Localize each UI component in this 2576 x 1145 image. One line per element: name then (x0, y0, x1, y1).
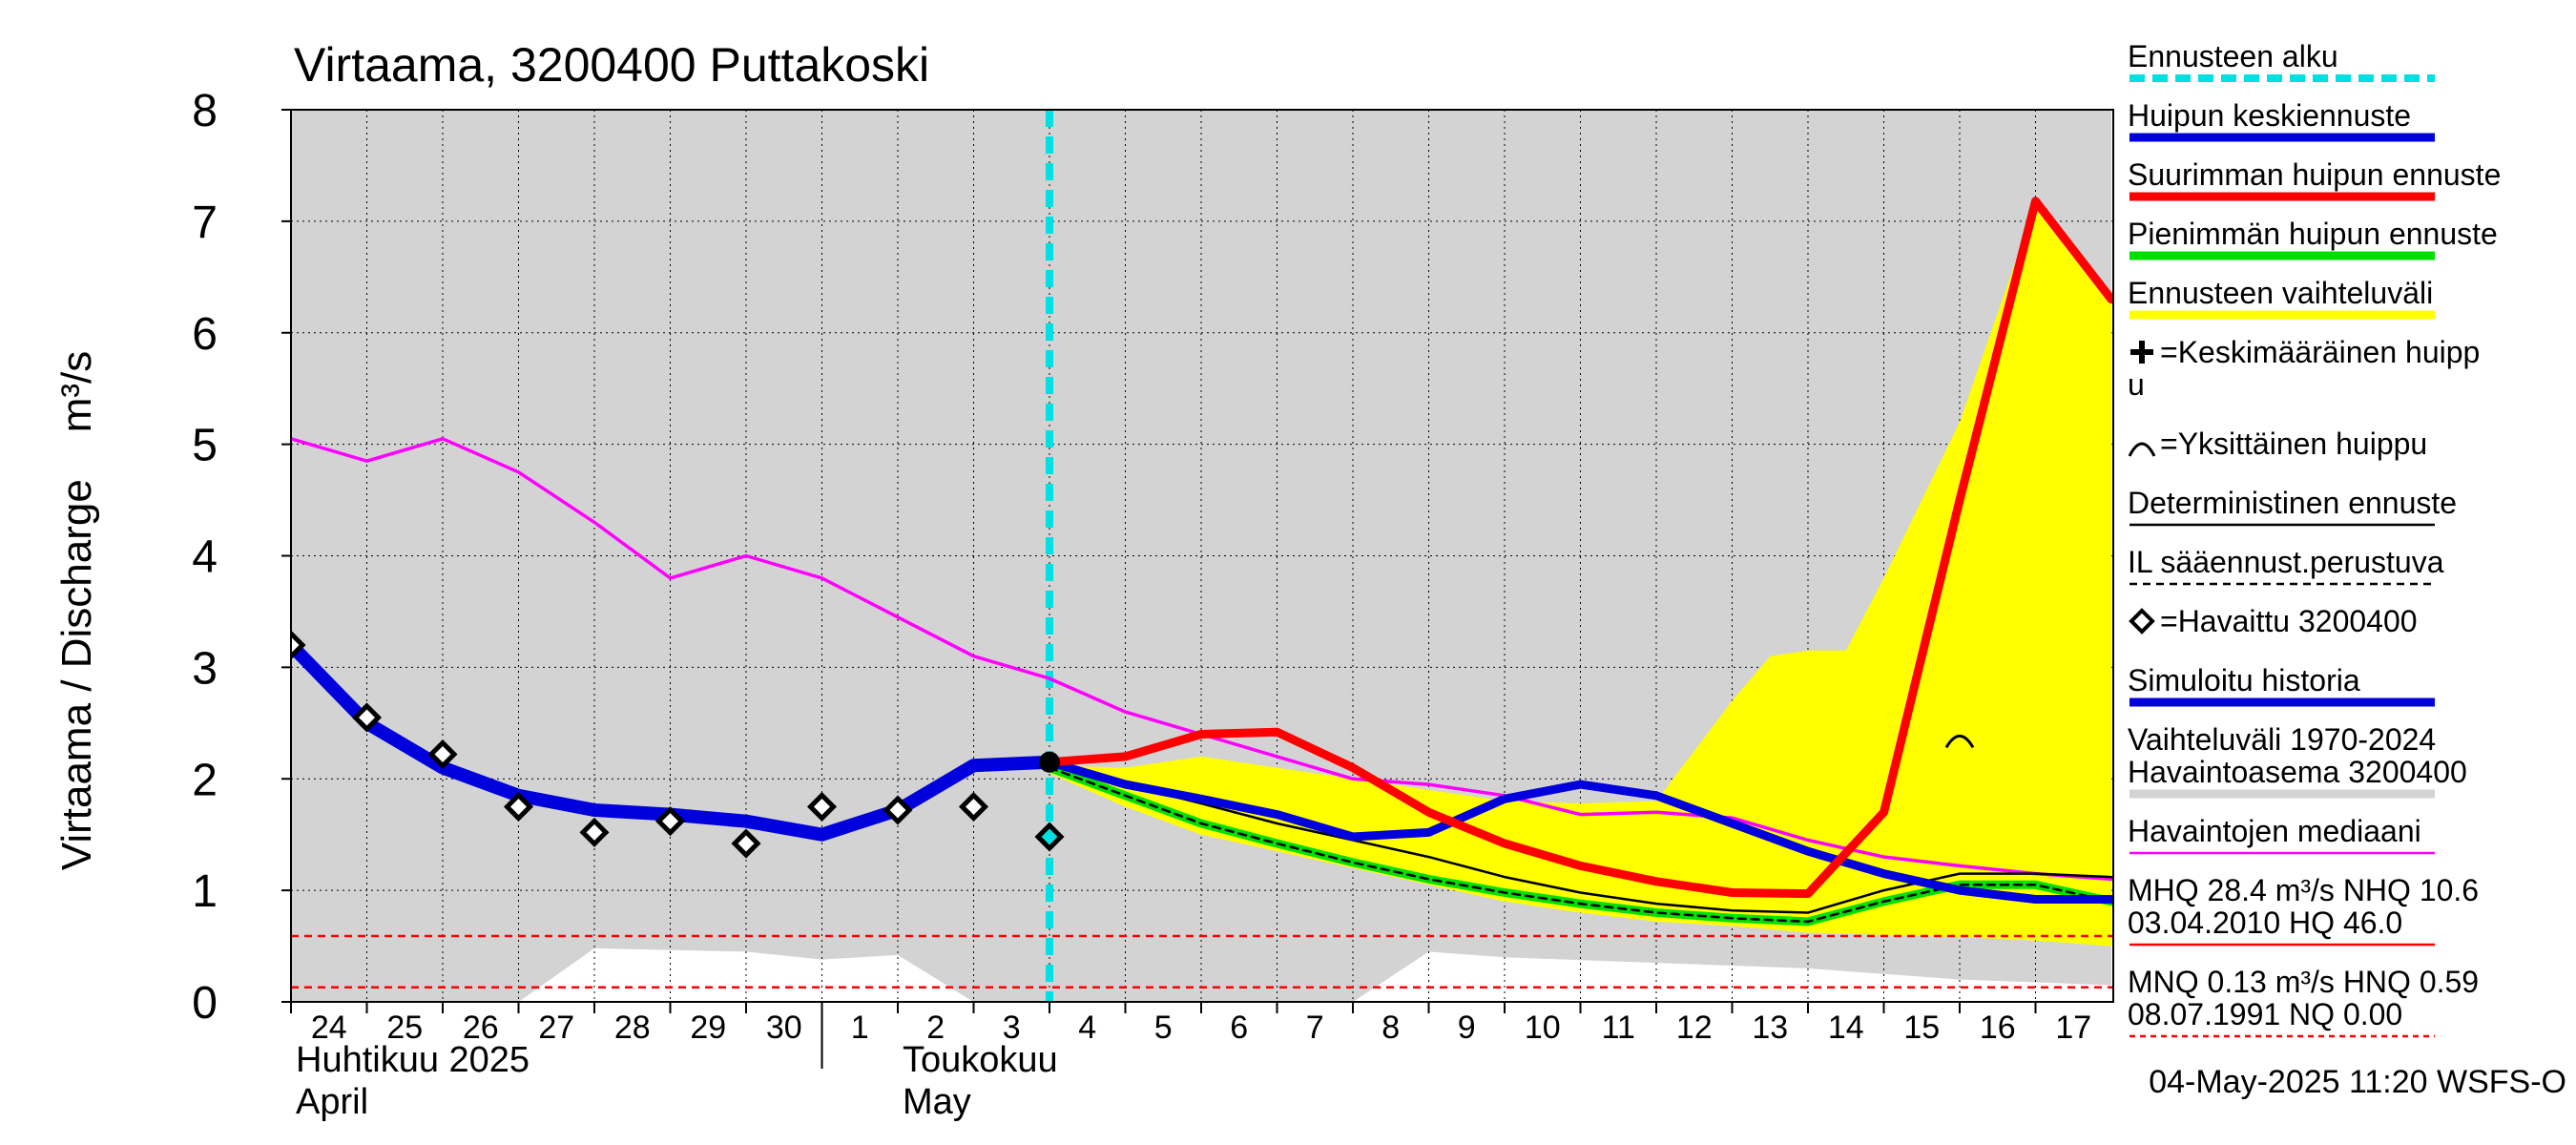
x-tick-label: 13 (1752, 1010, 1788, 1046)
observed-point (1034, 822, 1065, 852)
legend-label: Suurimman huipun ennuste (2128, 157, 2501, 192)
y-tick-label: 3 (192, 643, 218, 694)
y-tick-label: 4 (192, 532, 218, 583)
x-tick-label: 26 (463, 1010, 499, 1046)
x-tick-label: 1 (851, 1010, 869, 1046)
observed-point (503, 791, 534, 822)
observed-point (883, 795, 913, 825)
x-tick-label: 7 (1306, 1010, 1324, 1046)
month-label-en: April (296, 1082, 368, 1122)
legend-label: Havaintojen mediaani (2128, 814, 2421, 848)
y-tick-label: 5 (192, 421, 218, 471)
x-tick-label: 11 (1602, 1010, 1635, 1046)
series-line (1048, 766, 2113, 924)
observed-point (806, 791, 838, 822)
x-tick-label: 9 (1458, 1010, 1476, 1046)
legend-label: Ennusteen vaihteluväli (2128, 276, 2433, 310)
x-tick-label: 14 (1828, 1010, 1864, 1046)
legend-label-line2: 03.04.2010 HQ 46.0 (2128, 906, 2402, 940)
y-tick-label: 1 (192, 866, 218, 917)
x-tick-label: 28 (614, 1010, 651, 1046)
legend-label: Pienimmän huipun ennuste (2128, 217, 2498, 251)
legend-label: Vaihteluväli 1970-2024 (2128, 722, 2436, 757)
observed-point (958, 791, 989, 822)
x-tick-label: 15 (1903, 1010, 1940, 1046)
y-tick-label: 6 (192, 309, 218, 360)
y-tick-label: 2 (192, 755, 218, 805)
series-line (1045, 197, 2113, 899)
month-label-fi: Huhtikuu 2025 (296, 1040, 530, 1080)
x-tick-label: 30 (766, 1010, 802, 1046)
observed-point (427, 739, 458, 770)
x-tick-label: 27 (538, 1010, 574, 1046)
forecast-start-marker (1039, 751, 1060, 773)
x-tick-label: 5 (1154, 1010, 1173, 1046)
x-tick-label: 3 (1003, 1010, 1021, 1046)
observed-point (654, 806, 686, 837)
legend-label: =Yksittäinen huippu (2160, 427, 2427, 461)
legend-arc-icon (2128, 442, 2156, 457)
x-axis: 24 25 26 27 28 29 30 1 2 3 4 5 6 7 8 9 10 11 12 13 14 15 16 17H… (290, 1002, 2091, 1122)
observed-point (579, 817, 610, 847)
legend: Ennusteen alku Huipun keskiennuste Suurimm… (2128, 39, 2501, 1038)
chart-title: Virtaama, 3200400 Puttakoski (294, 38, 929, 92)
legend-label: Simuloitu historia (2128, 663, 2360, 697)
x-tick-label: 12 (1676, 1010, 1713, 1046)
y-axis-label: Virtaama / Discharge m³/s (53, 351, 100, 870)
observed-point (731, 828, 761, 859)
legend-label: =Keskimääräinen huipp (2160, 335, 2480, 369)
x-tick-label: 25 (386, 1010, 423, 1046)
x-tick-label: 17 (2055, 1010, 2091, 1046)
y-tick-label: 7 (192, 198, 218, 248)
x-tick-label: 24 (311, 1010, 347, 1046)
legend-label: MNQ 0.13 m³/s HNQ 0.59 (2128, 965, 2479, 999)
legend-label-line2: u (2128, 367, 2145, 402)
x-tick-label: 8 (1381, 1010, 1400, 1046)
x-tick-label: 29 (690, 1010, 726, 1046)
legend-label: MHQ 28.4 m³/s NHQ 10.6 (2128, 873, 2479, 907)
series-line (1048, 763, 2113, 914)
single-peak-marker (1944, 734, 1975, 749)
x-tick-label: 4 (1078, 1010, 1096, 1046)
month-label-en: May (903, 1082, 971, 1122)
y-axis: 0 1 2 3 4 5 6 7 8 (192, 86, 291, 1029)
legend-label: Huipun keskiennuste (2128, 98, 2411, 133)
legend-label: IL sääennust.perustuva (2128, 545, 2444, 579)
y-tick-label: 0 (192, 978, 218, 1029)
x-tick-label: 2 (926, 1010, 945, 1046)
legend-label: Deterministinen ennuste (2128, 486, 2457, 520)
legend-label: =Havaittu 3200400 (2160, 604, 2418, 638)
month-label-fi: Toukokuu (903, 1040, 1058, 1080)
observed-point (351, 702, 383, 733)
legend-label-line2: 08.07.1991 NQ 0.00 (2128, 997, 2402, 1031)
footer-timestamp: 04-May-2025 11:20 WSFS-O (2149, 1064, 2566, 1100)
legend-label-line2: Havaintoasema 3200400 (2128, 755, 2467, 789)
legend-plus-icon (2130, 341, 2153, 364)
observed-point (291, 630, 306, 660)
y-tick-label: 8 (192, 86, 218, 136)
x-tick-label: 10 (1525, 1010, 1561, 1046)
series-line (1045, 758, 2113, 904)
plot-area (291, 110, 2113, 1002)
legend-diamond-icon (2129, 608, 2155, 635)
forecast-range-band (1049, 204, 2111, 947)
legend-label: Ennusteen alku (2128, 39, 2338, 73)
x-tick-label: 16 (1980, 1010, 2016, 1046)
x-tick-label: 6 (1230, 1010, 1248, 1046)
